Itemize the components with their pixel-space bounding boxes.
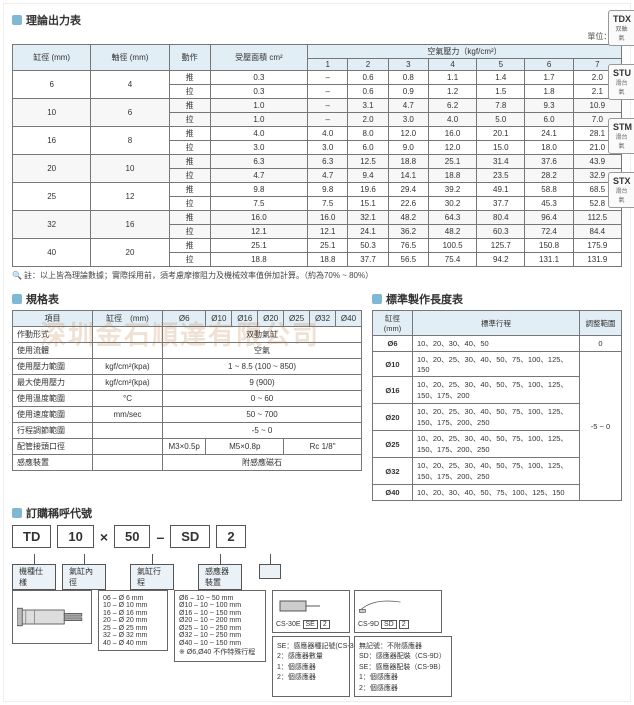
th-item: 項目 (13, 311, 93, 327)
length-table: 缸徑(mm) 標準行程 調整範圍 Ø610、20、30、40、500Ø1010、… (372, 310, 622, 501)
sensor-b: CS-9D SD2 (354, 590, 442, 633)
sec1-title: 理論出力表 (12, 12, 622, 28)
th-action: 動作 (169, 45, 210, 71)
th-pressure: 空氣壓力（kgf/cm²） (308, 45, 622, 59)
se-lines: SE：感應器種記號(CS-30E)2：感應器數量1：個感應器2：個感應器 (272, 636, 350, 697)
order-box: TD (12, 525, 51, 548)
bore-list: 06 – Ø 6 mm10 – Ø 10 mm16 – Ø 16 mm20 – … (98, 590, 168, 651)
sec4-title: 訂購稱呼代號 (12, 505, 622, 521)
sensor-a: CS-30E SE2 (272, 590, 350, 633)
output-table: 缸徑 (mm) 軸徑 (mm) 動作 受壓面積 cm² 空氣壓力（kgf/cm²… (12, 44, 622, 267)
sec3-title: 標準製作長度表 (372, 291, 622, 307)
side-tab: STU滑台氣 (608, 64, 634, 100)
sec1-note: 註：以上皆為理論數據；實際採用前，須考慮摩擦阻力及機械效率值併加計算。（約為70… (12, 270, 622, 281)
th-ladj: 調整範圍 (580, 311, 622, 336)
order-box: 10 (57, 525, 93, 548)
sd-lines: 無記號：不附感應器SD：感應器配裝（CS-9D）SE：感應器配裝（CS-9B）1… (354, 636, 452, 697)
th-lstroke: 標準行程 (413, 311, 580, 336)
stroke-list: Ø6 – 10 ~ 50 mmØ10 – 10 ~ 100 mmØ16 – 10… (174, 590, 266, 662)
order-label (259, 564, 281, 579)
order-code-row: TD10×50–SD2 (12, 525, 622, 548)
sec2-title: 規格表 (12, 291, 362, 307)
order-label: 氣缸內徑 (62, 564, 106, 590)
order-box: 2 (216, 525, 245, 548)
spec-table: 項目 缸徑 (mm) Ø6Ø10Ø16Ø20Ø25Ø32Ø40 作動形式双動氣缸… (12, 310, 362, 471)
th-rod: 軸徑 (mm) (91, 45, 169, 71)
cylinder-image (12, 590, 92, 644)
order-label: 機種仕樣 (12, 564, 56, 590)
side-tab: STX滑台氣 (608, 172, 634, 208)
side-tab: STM滑台氣 (608, 118, 634, 154)
order-box: 50 (114, 525, 150, 548)
th-area: 受壓面積 cm² (210, 45, 307, 71)
sec1-unit: 單位：kgf (12, 31, 622, 42)
order-label: 感應器裝置 (198, 564, 242, 590)
th-boreh: 缸徑 (mm) (93, 311, 163, 327)
order-box: SD (170, 525, 210, 548)
th-bore: 缸徑 (mm) (13, 45, 91, 71)
order-label: 氣缸行程 (130, 564, 174, 590)
th-lbore: 缸徑(mm) (373, 311, 413, 336)
side-tab: TDX双軸氣 (608, 10, 634, 46)
